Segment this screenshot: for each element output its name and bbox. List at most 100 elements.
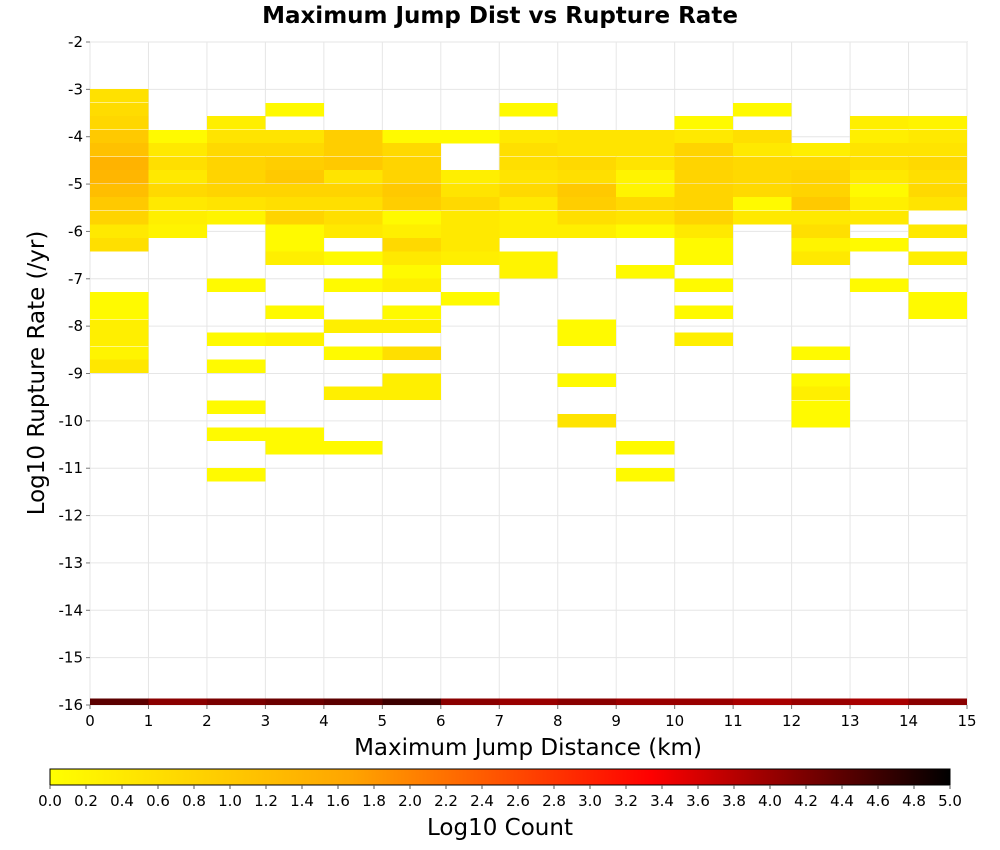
heatmap-cell bbox=[148, 197, 207, 211]
heatmap-cell bbox=[557, 197, 617, 211]
x-tick-label: 8 bbox=[553, 712, 563, 730]
heatmap-cell bbox=[90, 210, 149, 225]
colorbar-tick-label: 2.4 bbox=[470, 792, 494, 810]
colorbar-tick-label: 3.4 bbox=[650, 792, 674, 810]
y-tick-label: -8 bbox=[68, 317, 83, 335]
heatmap-cell bbox=[557, 183, 617, 198]
y-tick-label: -2 bbox=[68, 33, 83, 51]
heatmap-cell bbox=[323, 197, 383, 211]
heatmap-cell bbox=[382, 386, 441, 401]
heatmap-cell bbox=[499, 264, 558, 279]
heatmap-cell bbox=[323, 441, 383, 455]
heatmap-cell bbox=[908, 305, 967, 320]
heatmap-cell bbox=[323, 156, 383, 171]
colorbar-tick-label: 1.4 bbox=[290, 792, 314, 810]
heatmap-cell bbox=[90, 346, 149, 360]
heatmap-cell bbox=[440, 237, 500, 252]
x-tick-label: 2 bbox=[202, 712, 212, 730]
heatmap-cell bbox=[850, 143, 909, 157]
heatmap-cell bbox=[206, 468, 266, 482]
colorbar-tick-label: 3.8 bbox=[722, 792, 746, 810]
colorbar-tick-label: 5.0 bbox=[938, 792, 962, 810]
heatmap-cell bbox=[265, 441, 324, 455]
heatmap-cell bbox=[440, 698, 500, 705]
y-tick-label: -5 bbox=[68, 175, 83, 193]
heatmap-cell bbox=[791, 197, 851, 211]
heatmap-cell bbox=[382, 224, 441, 239]
heatmap-cell bbox=[557, 224, 617, 239]
heatmap-cell bbox=[323, 386, 383, 401]
heatmap-cell bbox=[382, 278, 441, 293]
heatmap-cell bbox=[90, 305, 149, 320]
heatmap-cell bbox=[382, 170, 441, 184]
heatmap-cell bbox=[265, 129, 324, 144]
heatmap-cell bbox=[148, 156, 207, 171]
heatmap-cell bbox=[499, 183, 558, 198]
heatmap-cell bbox=[674, 116, 734, 130]
heatmap-cell bbox=[90, 359, 149, 374]
y-tick-label: -13 bbox=[59, 554, 84, 572]
colorbar-tick-label: 2.6 bbox=[506, 792, 530, 810]
heatmap-cell bbox=[733, 197, 792, 211]
colorbar-tick-label: 1.2 bbox=[254, 792, 278, 810]
colorbar-tick-label: 0.2 bbox=[74, 792, 98, 810]
heatmap-cell bbox=[733, 156, 792, 171]
y-tick-label: -10 bbox=[59, 412, 84, 430]
heatmap-cell bbox=[206, 278, 266, 293]
heatmap-cell bbox=[323, 210, 383, 225]
heatmap-cell bbox=[206, 143, 266, 157]
y-axis-label: Log10 Rupture Rate (/yr) bbox=[24, 231, 50, 516]
heatmap-cell bbox=[908, 183, 967, 198]
heatmap-cell bbox=[265, 183, 324, 198]
x-tick-label: 0 bbox=[85, 712, 95, 730]
y-tick-label: -9 bbox=[68, 365, 83, 383]
heatmap-cell bbox=[616, 143, 675, 157]
heatmap-cell bbox=[323, 346, 383, 360]
heatmap-cell bbox=[265, 251, 324, 266]
heatmap-cell bbox=[674, 129, 734, 144]
heatmap-cell bbox=[908, 291, 967, 306]
heatmap-cell bbox=[499, 156, 558, 171]
heatmap-cell bbox=[323, 183, 383, 198]
y-tick-label: -14 bbox=[59, 601, 84, 619]
heatmap-cell bbox=[499, 170, 558, 184]
y-tick-label: -3 bbox=[68, 80, 83, 98]
x-tick-label: 10 bbox=[665, 712, 684, 730]
heatmap-cell bbox=[440, 210, 500, 225]
heatmap-cell bbox=[323, 319, 383, 333]
heatmap-cell bbox=[850, 156, 909, 171]
heatmap-cell bbox=[148, 170, 207, 184]
heatmap-cell bbox=[791, 386, 851, 401]
heatmap-cell bbox=[499, 197, 558, 211]
heatmap-cell bbox=[90, 224, 149, 239]
heatmap-cell bbox=[90, 319, 149, 333]
heatmap-cell bbox=[674, 698, 734, 705]
heatmap-cell bbox=[557, 414, 617, 428]
heatmap-cell bbox=[850, 116, 909, 130]
y-tick-label: -12 bbox=[59, 507, 84, 525]
heatmap-cell bbox=[616, 170, 675, 184]
heatmap-cell bbox=[791, 414, 851, 428]
heatmap-cell bbox=[733, 183, 792, 198]
heatmap-cell bbox=[499, 251, 558, 266]
heatmap-cell bbox=[850, 183, 909, 198]
heatmap-cell bbox=[440, 251, 500, 266]
heatmap-cell bbox=[557, 170, 617, 184]
x-tick-label: 11 bbox=[724, 712, 743, 730]
x-tick-label: 5 bbox=[378, 712, 388, 730]
heatmap-cell bbox=[908, 251, 967, 266]
heatmap-cell bbox=[90, 170, 149, 184]
heatmap-cell bbox=[382, 264, 441, 279]
heatmap-cell bbox=[265, 237, 324, 252]
heatmap-cell bbox=[440, 291, 500, 306]
heatmap-cell bbox=[265, 143, 324, 157]
heatmap-cell bbox=[791, 373, 851, 387]
colorbar-tick-label: 3.6 bbox=[686, 792, 710, 810]
heatmap-cell bbox=[791, 183, 851, 198]
heatmap-cell bbox=[206, 210, 266, 225]
heatmap-cell bbox=[616, 156, 675, 171]
x-tick-label: 6 bbox=[436, 712, 446, 730]
heatmap-cell bbox=[265, 197, 324, 211]
heatmap-cell bbox=[90, 183, 149, 198]
